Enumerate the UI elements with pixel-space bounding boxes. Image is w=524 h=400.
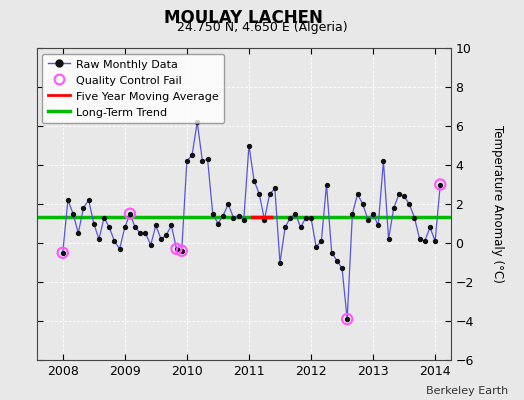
Point [379, 158, 388, 164]
Point [115, 246, 124, 252]
Point [364, 216, 372, 223]
Point [307, 214, 315, 221]
Point [374, 222, 383, 229]
Point [369, 210, 377, 217]
Point [59, 250, 67, 256]
Point [328, 250, 336, 256]
Point [343, 316, 352, 322]
Point [358, 201, 367, 207]
Point [266, 191, 274, 198]
Point [147, 242, 155, 248]
Point [405, 201, 413, 207]
Point [178, 248, 186, 254]
Point [224, 201, 233, 207]
Point [229, 214, 237, 221]
Point [157, 236, 165, 242]
Point [416, 236, 424, 242]
Point [276, 259, 284, 266]
Point [64, 197, 72, 203]
Text: Berkeley Earth: Berkeley Earth [426, 386, 508, 396]
Point [255, 191, 264, 198]
Point [333, 257, 341, 264]
Point [167, 222, 176, 229]
Point [239, 216, 248, 223]
Text: 24.750 N, 4.650 E (Algeria): 24.750 N, 4.650 E (Algeria) [177, 21, 347, 34]
Point [281, 224, 289, 230]
Legend: Raw Monthly Data, Quality Control Fail, Five Year Moving Average, Long-Term Tren: Raw Monthly Data, Quality Control Fail, … [42, 54, 224, 123]
Point [141, 230, 150, 236]
Point [126, 210, 134, 217]
Point [302, 214, 310, 221]
Point [110, 238, 118, 244]
Y-axis label: Temperature Anomaly (°C): Temperature Anomaly (°C) [490, 125, 504, 283]
Point [69, 210, 78, 217]
Point [162, 232, 170, 238]
Point [198, 158, 206, 164]
Point [431, 238, 439, 244]
Point [410, 214, 419, 221]
Point [131, 224, 139, 230]
Point [312, 244, 320, 250]
Point [136, 230, 145, 236]
Point [343, 316, 352, 322]
Point [250, 178, 258, 184]
Point [105, 224, 114, 230]
Point [100, 214, 108, 221]
Point [436, 181, 444, 188]
Point [188, 152, 196, 158]
Point [172, 246, 181, 252]
Point [353, 191, 362, 198]
Point [245, 142, 253, 149]
Point [214, 220, 222, 227]
Point [90, 220, 98, 227]
Point [286, 214, 294, 221]
Point [193, 119, 201, 125]
Point [183, 158, 191, 164]
Point [203, 156, 212, 162]
Point [270, 185, 279, 192]
Point [348, 210, 357, 217]
Point [209, 210, 217, 217]
Point [389, 205, 398, 211]
Point [297, 224, 305, 230]
Point [74, 230, 82, 236]
Point [260, 216, 269, 223]
Point [291, 210, 300, 217]
Point [234, 212, 243, 219]
Point [95, 236, 103, 242]
Point [151, 222, 160, 229]
Point [395, 191, 403, 198]
Point [79, 205, 88, 211]
Point [172, 246, 181, 252]
Point [59, 250, 67, 256]
Point [178, 248, 186, 254]
Point [426, 224, 434, 230]
Point [317, 238, 325, 244]
Point [436, 181, 444, 188]
Point [121, 224, 129, 230]
Point [219, 212, 227, 219]
Point [421, 238, 429, 244]
Point [84, 197, 93, 203]
Point [126, 210, 134, 217]
Point [338, 265, 346, 272]
Point [322, 181, 331, 188]
Point [400, 193, 408, 199]
Point [385, 236, 393, 242]
Title: MOULAY LACHEN: MOULAY LACHEN [164, 9, 323, 27]
